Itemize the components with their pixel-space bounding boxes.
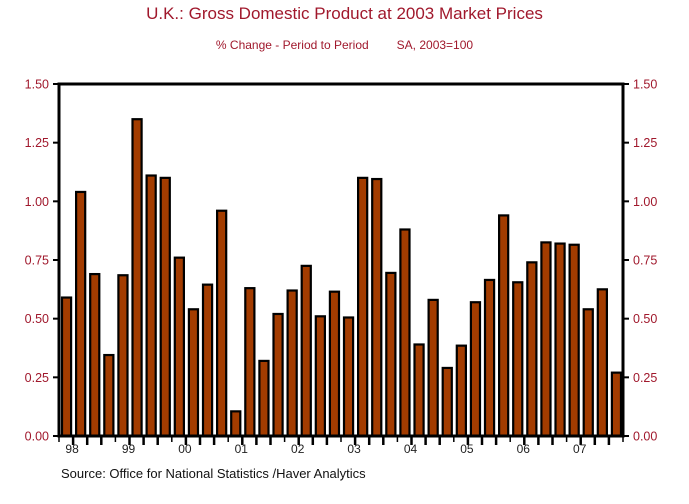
bar — [103, 353, 115, 438]
bar — [145, 174, 157, 438]
bar — [328, 290, 341, 438]
bar — [455, 344, 467, 438]
x-tick-label: 98 — [65, 442, 79, 456]
bar — [74, 190, 87, 438]
y-tick-label-left: 0.25 — [25, 371, 49, 385]
y-tick-label-right: 0.75 — [633, 254, 657, 268]
bar — [554, 242, 566, 438]
chart-title: U.K.: Gross Domestic Product at 2003 Mar… — [146, 4, 543, 23]
bar — [582, 308, 594, 438]
y-tick-label-right: 0.00 — [633, 430, 657, 444]
bar — [371, 177, 383, 438]
bar — [258, 359, 270, 438]
subtitle-basis: SA, 2003=100 — [396, 38, 474, 52]
y-axis-right: 0.00 0.25 0.50 0.75 1.00 1.25 1.50 — [623, 78, 657, 444]
bar — [357, 176, 369, 438]
bar — [159, 176, 171, 438]
bar — [385, 271, 397, 438]
bar — [512, 281, 524, 438]
bar — [498, 214, 510, 438]
y-tick-label-left: 1.00 — [25, 195, 49, 209]
bar — [314, 315, 326, 438]
bar — [596, 288, 608, 438]
y-tick-label-left: 1.25 — [25, 136, 49, 150]
bar — [60, 296, 73, 438]
bar — [131, 118, 143, 438]
x-axis: 98 99 00 01 02 03 04 05 06 07 — [58, 437, 624, 456]
bar — [187, 308, 200, 438]
x-tick-label: 03 — [347, 442, 361, 456]
x-tick-label: 04 — [404, 442, 418, 456]
bar — [610, 371, 623, 438]
bar — [483, 278, 496, 438]
bar — [89, 272, 101, 438]
y-tick-label-right: 0.50 — [633, 312, 657, 326]
y-tick-label-right: 1.50 — [633, 78, 657, 92]
bar — [201, 283, 214, 438]
subtitle-measure: % Change - Period to Period — [215, 38, 369, 52]
bar — [173, 256, 186, 438]
y-tick-label-left: 0.50 — [25, 312, 49, 326]
y-tick-label-left: 0.75 — [25, 254, 49, 268]
bar — [342, 316, 355, 438]
chart-subtitle: % Change - Period to Period SA, 2003=100 — [0, 38, 689, 52]
x-tick-label: 02 — [291, 442, 305, 456]
bar — [441, 366, 453, 438]
y-tick-label-left: 0.00 — [25, 430, 49, 444]
bar — [230, 410, 242, 438]
y-tick-label-right: 1.25 — [633, 136, 657, 150]
bar — [286, 289, 298, 438]
bar — [244, 287, 256, 438]
bar — [216, 209, 228, 438]
x-tick-label: 00 — [178, 442, 192, 456]
bar — [526, 261, 538, 438]
source-note: Source: Office for National Statistics /… — [61, 466, 366, 481]
bar — [469, 301, 482, 438]
y-axis-left: 0.00 0.25 0.50 0.75 1.00 1.25 1.50 — [25, 78, 59, 444]
bar — [427, 298, 439, 438]
bar — [540, 241, 552, 438]
y-tick-label-right: 0.25 — [633, 371, 657, 385]
x-tick-label: 07 — [573, 442, 587, 456]
x-tick-label: 06 — [517, 442, 531, 456]
y-tick-label-right: 1.00 — [633, 195, 657, 209]
x-tick-label: 05 — [460, 442, 474, 456]
bar — [272, 312, 284, 438]
bar — [413, 343, 425, 438]
bars-group — [60, 118, 623, 438]
bar — [568, 243, 580, 438]
x-tick-label: 99 — [122, 442, 136, 456]
bar — [117, 274, 129, 438]
x-tick-label: 01 — [235, 442, 249, 456]
y-tick-label-left: 1.50 — [25, 78, 49, 92]
bar — [399, 228, 411, 438]
bar — [300, 264, 312, 438]
